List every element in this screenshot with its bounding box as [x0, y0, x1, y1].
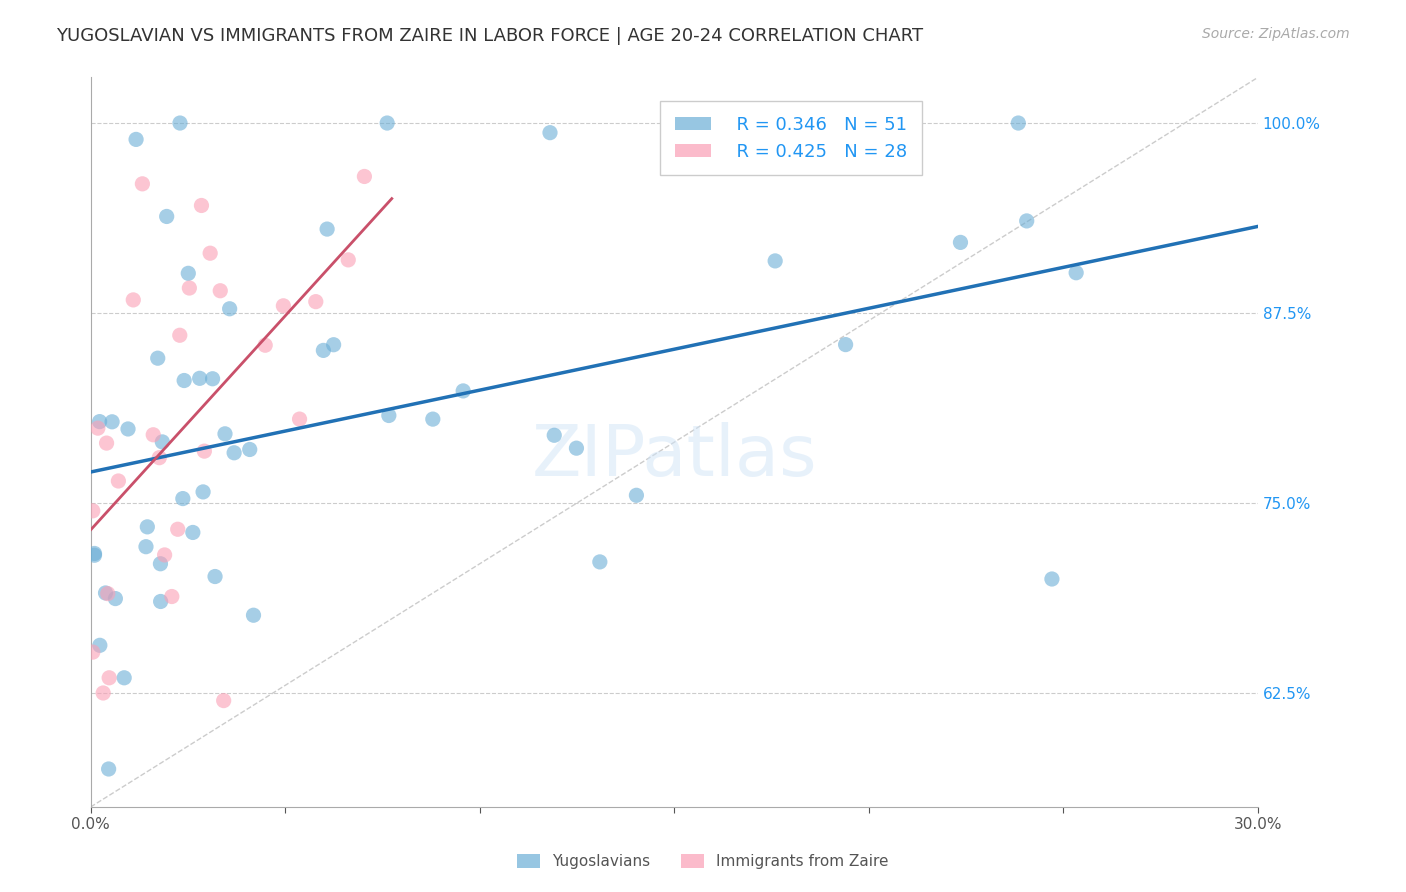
Yugoslavians: [101, 415, 124, 429]
Immigrants from Zaire: [107, 474, 129, 488]
Immigrants from Zaire: [82, 504, 104, 518]
Yugoslavians: [146, 351, 169, 366]
Immigrants from Zaire: [305, 294, 328, 309]
Immigrants from Zaire: [169, 328, 191, 343]
Immigrants from Zaire: [353, 169, 375, 184]
Yugoslavians: [94, 586, 117, 600]
Yugoslavians: [626, 488, 648, 502]
Immigrants from Zaire: [153, 548, 176, 562]
Immigrants from Zaire: [179, 281, 201, 295]
Yugoslavians: [1064, 266, 1087, 280]
Yugoslavians: [112, 671, 135, 685]
Yugoslavians: [117, 422, 139, 436]
Text: Source: ZipAtlas.com: Source: ZipAtlas.com: [1202, 27, 1350, 41]
Yugoslavians: [312, 343, 335, 358]
Immigrants from Zaire: [273, 299, 295, 313]
Immigrants from Zaire: [82, 645, 104, 659]
Yugoslavians: [149, 594, 172, 608]
Yugoslavians: [378, 409, 401, 423]
Immigrants from Zaire: [98, 671, 121, 685]
Yugoslavians: [150, 434, 173, 449]
Immigrants from Zaire: [190, 198, 212, 212]
Yugoslavians: [136, 520, 159, 534]
Immigrants from Zaire: [96, 436, 118, 450]
Yugoslavians: [239, 442, 262, 457]
Immigrants from Zaire: [209, 284, 232, 298]
Yugoslavians: [1040, 572, 1063, 586]
Immigrants from Zaire: [337, 252, 360, 267]
Immigrants from Zaire: [193, 444, 215, 458]
Yugoslavians: [322, 337, 344, 351]
Immigrants from Zaire: [87, 421, 110, 435]
Immigrants from Zaire: [288, 412, 311, 426]
Yugoslavians: [834, 337, 856, 351]
Immigrants from Zaire: [142, 427, 165, 442]
Yugoslavians: [543, 428, 565, 442]
Immigrants from Zaire: [91, 686, 114, 700]
Yugoslavians: [218, 301, 240, 316]
Yugoslavians: [224, 446, 246, 460]
Yugoslavians: [172, 491, 194, 506]
Yugoslavians: [104, 591, 127, 606]
Immigrants from Zaire: [122, 293, 145, 307]
Yugoslavians: [422, 412, 444, 426]
Immigrants from Zaire: [160, 590, 183, 604]
Yugoslavians: [177, 266, 200, 280]
Yugoslavians: [949, 235, 972, 250]
Yugoslavians: [149, 557, 172, 571]
Yugoslavians: [89, 415, 111, 429]
Yugoslavians: [89, 638, 111, 652]
Yugoslavians: [316, 222, 339, 236]
Immigrants from Zaire: [148, 450, 170, 465]
Yugoslavians: [1007, 116, 1029, 130]
Yugoslavians: [763, 253, 786, 268]
Yugoslavians: [375, 116, 398, 130]
Immigrants from Zaire: [198, 246, 221, 260]
Yugoslavians: [538, 126, 561, 140]
Yugoslavians: [201, 372, 224, 386]
Legend:   R = 0.346   N = 51,   R = 0.425   N = 28: R = 0.346 N = 51, R = 0.425 N = 28: [661, 101, 922, 175]
Yugoslavians: [451, 384, 474, 398]
Immigrants from Zaire: [131, 177, 153, 191]
Yugoslavians: [83, 546, 105, 560]
Yugoslavians: [156, 210, 179, 224]
Text: YUGOSLAVIAN VS IMMIGRANTS FROM ZAIRE IN LABOR FORCE | AGE 20-24 CORRELATION CHAR: YUGOSLAVIAN VS IMMIGRANTS FROM ZAIRE IN …: [56, 27, 924, 45]
Immigrants from Zaire: [254, 338, 277, 352]
Yugoslavians: [204, 569, 226, 583]
Immigrants from Zaire: [166, 522, 188, 536]
Yugoslavians: [191, 484, 214, 499]
Immigrants from Zaire: [212, 693, 235, 707]
Yugoslavians: [83, 548, 105, 562]
Yugoslavians: [565, 441, 588, 455]
Yugoslavians: [1015, 214, 1038, 228]
Yugoslavians: [589, 555, 612, 569]
Yugoslavians: [135, 540, 157, 554]
Yugoslavians: [97, 762, 120, 776]
Legend: Yugoslavians, Immigrants from Zaire: Yugoslavians, Immigrants from Zaire: [512, 848, 894, 875]
Yugoslavians: [169, 116, 191, 130]
Text: ZIPatlas: ZIPatlas: [531, 422, 817, 491]
Immigrants from Zaire: [97, 586, 120, 600]
Yugoslavians: [181, 525, 204, 540]
Yugoslavians: [125, 132, 148, 146]
Yugoslavians: [214, 426, 236, 441]
Yugoslavians: [188, 371, 211, 385]
Yugoslavians: [242, 608, 264, 623]
Yugoslavians: [173, 374, 195, 388]
